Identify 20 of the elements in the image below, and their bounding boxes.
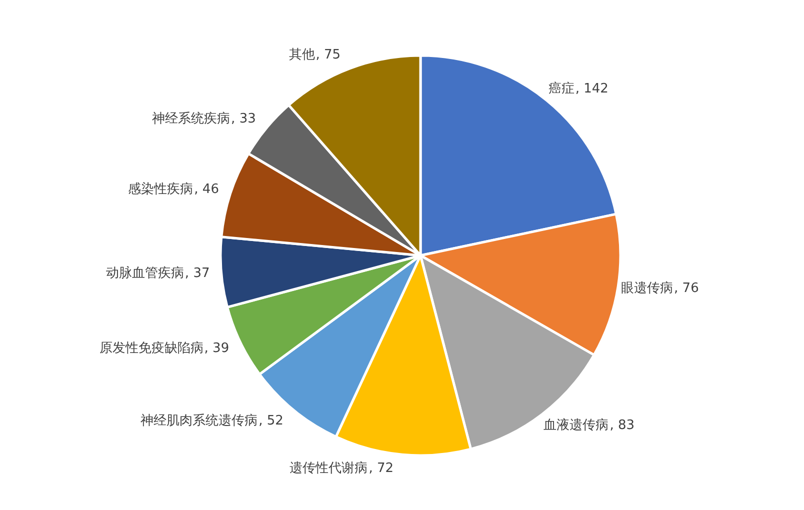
slice-label: 原发性免疫缺陷病 [99, 340, 204, 356]
slice-label: 眼遗传病 [621, 281, 674, 296]
data-label: , 33 [231, 111, 256, 126]
data-label: , 39 [204, 340, 230, 356]
data-label: , 52 [258, 414, 284, 429]
slice-label: 其他 [288, 48, 315, 63]
data-label: , 83 [610, 418, 635, 434]
data-label: , 76 [674, 281, 699, 296]
slice-label: 遗传性代谢病 [290, 461, 368, 476]
data-label: , 142 [575, 82, 608, 97]
data-label: , 46 [194, 182, 219, 197]
data-label: , 72 [368, 461, 394, 476]
slice-label: 神经肌肉系统遗传病 [140, 414, 258, 429]
slice-label: 癌症 [548, 82, 574, 97]
slice-label: 感染性疾病 [128, 182, 194, 197]
data-label: , 37 [184, 266, 210, 281]
data-label: , 75 [316, 48, 341, 63]
slice-label: 动脉血管疾病 [106, 266, 184, 281]
slice-label: 血液遗传病 [544, 418, 609, 434]
slice-label: 神经系统疾病 [152, 111, 230, 126]
